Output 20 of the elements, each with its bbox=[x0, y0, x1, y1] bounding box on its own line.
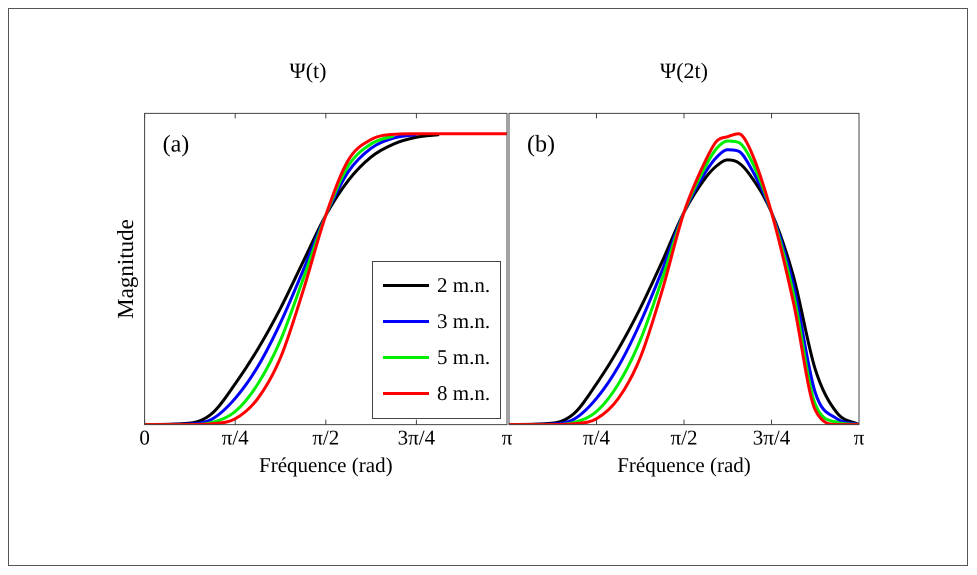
y-axis-title: Magnitude bbox=[112, 219, 138, 319]
legend-label: 8 m.n. bbox=[437, 381, 490, 406]
x-tick-label: π bbox=[502, 426, 513, 450]
legend-label: 5 m.n. bbox=[437, 345, 490, 370]
x-tick-label: π/2 bbox=[670, 426, 698, 450]
x-tick-label: 3π/4 bbox=[752, 426, 791, 450]
legend-label: 2 m.n. bbox=[437, 273, 490, 298]
annotation: (b) bbox=[527, 132, 555, 158]
x-tick-label: 0 bbox=[139, 426, 150, 450]
annotation: (a) bbox=[162, 132, 190, 158]
x-tick-label: π/4 bbox=[583, 426, 610, 450]
chart-title: Ψ(t) bbox=[290, 58, 326, 83]
x-tick-label: π/2 bbox=[312, 426, 340, 450]
legend-label: 3 m.n. bbox=[437, 309, 490, 334]
x-tick-label: π bbox=[854, 426, 865, 450]
chart-title: Ψ(2t) bbox=[660, 58, 708, 83]
x-tick-label: π/4 bbox=[222, 426, 250, 450]
x-axis-title: Fréquence (rad) bbox=[259, 452, 393, 477]
x-axis-title: Fréquence (rad) bbox=[617, 452, 751, 477]
x-tick-label: 3π/4 bbox=[398, 426, 436, 450]
